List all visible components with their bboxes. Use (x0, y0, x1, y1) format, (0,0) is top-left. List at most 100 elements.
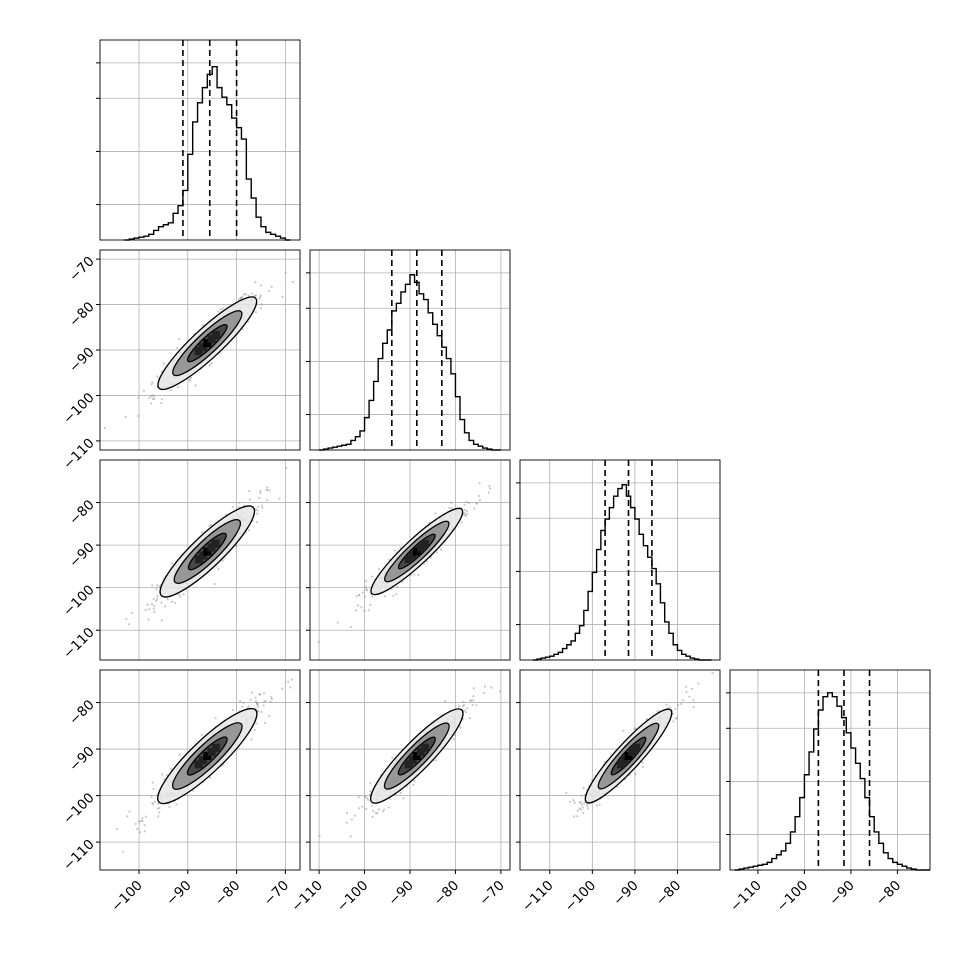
scatter-point (465, 500, 468, 504)
scatter-point (153, 611, 156, 614)
scatter-point (259, 489, 262, 492)
scatter-point (580, 794, 583, 797)
x-tick-label: −100 (334, 878, 372, 916)
scatter-point (248, 498, 252, 501)
x-tick-label: −110 (288, 878, 326, 916)
scatter-point (483, 685, 487, 688)
scatter-point (371, 575, 374, 578)
panel-frame (519, 669, 721, 871)
scatter-point (144, 815, 148, 818)
density-cell (632, 743, 641, 752)
y-tick-label: −90 (66, 743, 97, 774)
scatter-point (573, 801, 576, 804)
y-tick-label: −100 (60, 390, 98, 428)
scatter-point (210, 362, 213, 365)
scatter-point (477, 494, 481, 498)
scatter-point (281, 687, 284, 690)
scatter-point (258, 297, 261, 300)
scatter-point (128, 810, 131, 813)
scatter-point (435, 759, 438, 762)
scatter-point (152, 802, 155, 806)
scatter-point (170, 562, 173, 565)
density-cell (199, 551, 208, 560)
panel-frame (729, 669, 931, 871)
x-tick-label: −110 (727, 878, 765, 916)
scatter-point (239, 297, 242, 300)
scatter-point (458, 704, 461, 707)
scatter-point (164, 605, 167, 608)
scatter-point (146, 603, 149, 606)
scatter-point (354, 609, 358, 612)
scatter-point (148, 396, 151, 400)
y-tick-label: −80 (66, 299, 97, 330)
scatter-point (450, 506, 454, 510)
scatter-point (469, 699, 472, 702)
scatter-point (261, 506, 264, 509)
scatter-point (237, 298, 241, 301)
scatter-point (151, 393, 154, 397)
scatter-point (318, 834, 321, 837)
x-tick-label: −80 (431, 878, 462, 909)
scatter-off-3-2 (516, 669, 721, 871)
scatter-point (452, 738, 455, 741)
scatter-point (244, 293, 247, 296)
scatter-point (674, 717, 677, 720)
scatter-point (490, 686, 493, 689)
scatter-point (241, 705, 244, 708)
scatter-point (239, 699, 242, 703)
scatter-point (349, 625, 353, 629)
density-cell (194, 347, 203, 356)
density-cell (420, 743, 429, 752)
scatter-point (336, 621, 339, 624)
scatter-point (697, 682, 700, 685)
plot-area (115, 678, 294, 853)
scatter-point (160, 402, 163, 405)
scatter-point (357, 604, 360, 607)
scatter-point (264, 721, 267, 724)
scatter-point (260, 284, 263, 287)
scatter-point (466, 707, 469, 710)
x-tick-label: −100 (774, 878, 812, 916)
scatter-point (568, 800, 571, 803)
scatter-point (259, 294, 262, 297)
scatter-point (462, 703, 466, 706)
scatter-point (363, 595, 366, 598)
density-cell (211, 539, 220, 548)
scatter-point (115, 828, 119, 831)
scatter-point (137, 414, 140, 417)
scatter-point (487, 491, 490, 494)
scatter-point (267, 289, 271, 293)
scatter-point (357, 807, 361, 810)
scatter-point (580, 803, 584, 806)
scatter-point (179, 754, 182, 757)
scatter-point (217, 567, 220, 571)
histogram-step-line (124, 65, 291, 241)
scatter-point (151, 584, 154, 587)
scatter-point (470, 699, 473, 702)
scatter-point (364, 795, 367, 798)
scatter-point (478, 482, 481, 485)
scatter-point (363, 609, 366, 612)
scatter-point (155, 588, 158, 591)
scatter-point (357, 796, 360, 799)
histogram-diag-2 (516, 459, 721, 661)
scatter-point (257, 709, 260, 713)
y-tick-label: −110 (60, 625, 98, 663)
scatter-point (192, 789, 195, 792)
scatter-point (177, 386, 180, 389)
scatter-point (270, 697, 274, 700)
scatter-point (127, 623, 131, 626)
scatter-point (488, 485, 491, 488)
scatter-point (357, 593, 360, 596)
scatter-point (241, 328, 244, 331)
scatter-point (254, 310, 258, 314)
scatter-point (152, 395, 155, 398)
scatter-point (489, 487, 492, 490)
panel-frame (99, 249, 301, 451)
scatter-point (259, 693, 262, 696)
scatter-point (685, 685, 688, 688)
scatter-point (153, 604, 156, 608)
scatter-point (251, 292, 254, 295)
scatter-point (641, 765, 645, 769)
